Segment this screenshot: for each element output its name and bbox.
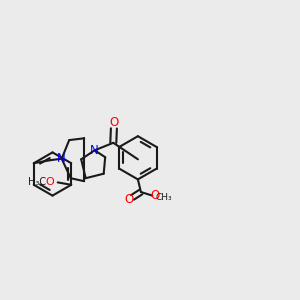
Text: O: O: [46, 177, 55, 188]
Text: CH₃: CH₃: [155, 193, 172, 202]
Text: O: O: [124, 193, 134, 206]
Text: N: N: [90, 144, 99, 157]
Text: O: O: [151, 189, 160, 202]
Text: O: O: [109, 116, 119, 130]
Text: N: N: [57, 152, 66, 165]
Text: H₃C: H₃C: [28, 177, 46, 188]
